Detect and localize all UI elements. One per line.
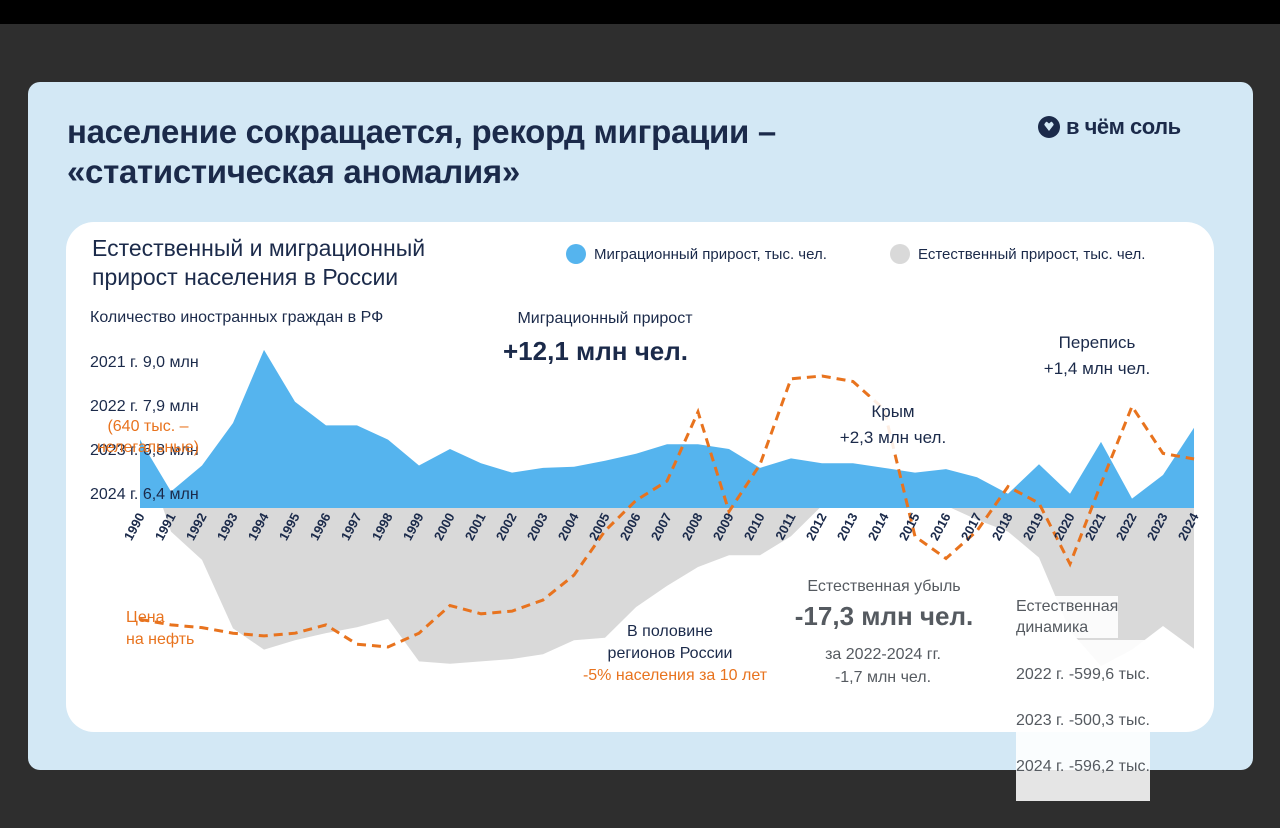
foreigners-line: 2023 г. 6,8 млн bbox=[90, 442, 199, 459]
natural-loss-value: -17,3 млн чел. bbox=[782, 600, 986, 632]
x-tick-label: 2015 bbox=[896, 510, 923, 543]
window-top-bar bbox=[0, 0, 1280, 24]
natural-dynamics-line: 2023 г. -500,3 тыс. bbox=[1016, 712, 1150, 729]
natural-loss-label: Естественная убыль bbox=[784, 576, 984, 597]
legend-item-natural: Естественный прирост, тыс. чел. bbox=[890, 243, 1145, 265]
census-annotation: Перепись +1,4 млн чел. bbox=[1006, 328, 1188, 384]
series-line-oil bbox=[139, 374, 1195, 649]
foreigners-illegal: (640 тыс. – нелегальные) bbox=[96, 418, 200, 456]
natural-loss-period: за 2022-2024 гг. -1,7 млн чел. bbox=[808, 643, 958, 689]
headline: население сокращается, рекорд миграции –… bbox=[67, 113, 776, 190]
x-tick-label: 2016 bbox=[927, 510, 954, 543]
logo-text: в чём соль bbox=[1066, 114, 1181, 139]
legend-label-migration: Миграционный прирост, тыс. чел. bbox=[594, 245, 827, 263]
foreigners-list: 2021 г. 9,0 млн 2022 г. 7,9 млн 2023 г. … bbox=[90, 330, 199, 528]
x-tick-label: 2013 bbox=[834, 510, 861, 543]
crimea-annotation: Крым +2,3 млн чел. bbox=[808, 397, 978, 453]
foreigners-line: 2024 г. 6,4 млн bbox=[90, 486, 199, 503]
x-tick-label: 2014 bbox=[865, 510, 892, 543]
series-area-migration bbox=[140, 349, 1194, 508]
legend-dot-natural bbox=[890, 244, 910, 264]
series-area-natural bbox=[140, 439, 1194, 667]
regions-note: В половине регионов России bbox=[607, 623, 733, 662]
natural-dynamics-list: 2022 г. -599,6 тыс. 2023 г. -500,3 тыс. … bbox=[1016, 640, 1150, 801]
legend-dot-migration bbox=[566, 244, 586, 264]
natural-dynamics-title: Естественная динамика bbox=[1016, 596, 1119, 638]
foreigners-title: Количество иностранных граждан в РФ bbox=[90, 309, 384, 326]
logo: в чём соль bbox=[1038, 112, 1181, 142]
legend-item-migration: Миграционный прирост, тыс. чел. bbox=[566, 243, 827, 265]
oil-label: Цена на нефть bbox=[126, 609, 195, 648]
heart-icon bbox=[1038, 116, 1060, 138]
chart-title: Естественный и миграционный прирост насе… bbox=[92, 235, 426, 290]
foreigners-line: 2022 г. 7,9 млн bbox=[90, 398, 199, 415]
natural-dynamics-line: 2022 г. -599,6 тыс. bbox=[1016, 666, 1150, 683]
migration-value: +12,1 млн чел. bbox=[503, 336, 688, 366]
foreigners-line: 2021 г. 9,0 млн bbox=[90, 354, 199, 371]
natural-dynamics-line: 2024 г. -596,2 тыс. bbox=[1016, 758, 1150, 775]
legend-label-natural: Естественный прирост, тыс. чел. bbox=[918, 245, 1146, 263]
regions-decline: -5% населения за 10 лет bbox=[582, 667, 768, 684]
migration-label: Миграционный прирост bbox=[517, 310, 693, 327]
